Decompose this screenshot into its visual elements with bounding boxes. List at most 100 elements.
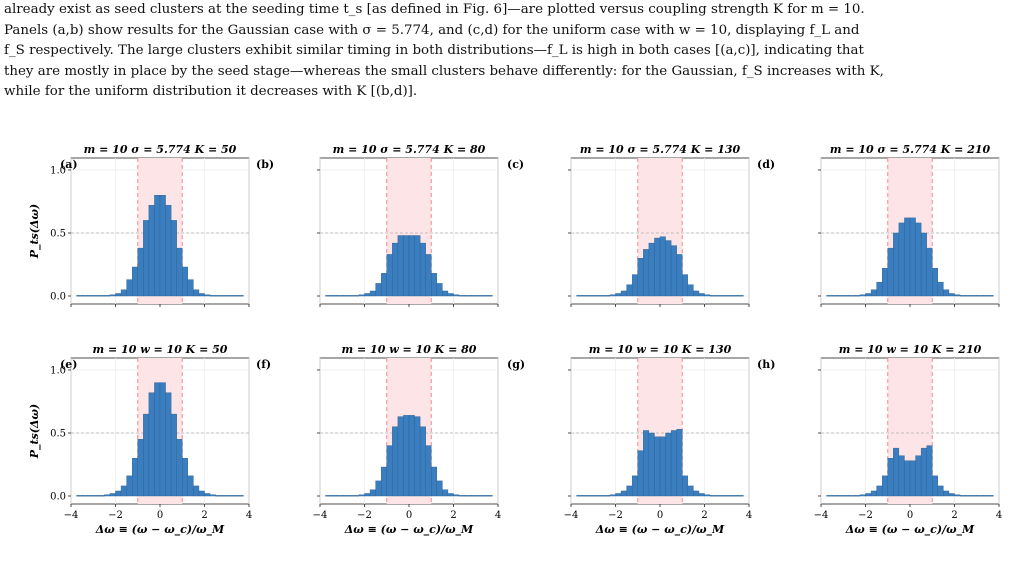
histogram-bar bbox=[148, 205, 155, 297]
histogram-bar bbox=[237, 295, 244, 297]
histogram-bar bbox=[98, 495, 105, 497]
histogram-bar bbox=[643, 249, 650, 297]
histogram-bar bbox=[419, 242, 426, 297]
histogram-bar bbox=[720, 295, 727, 297]
histogram-bar bbox=[970, 295, 977, 297]
histogram-bar bbox=[453, 294, 460, 297]
histogram-bar bbox=[115, 490, 122, 497]
histogram-bar bbox=[959, 295, 966, 297]
histogram-bar bbox=[881, 268, 888, 297]
histogram-bar bbox=[704, 294, 711, 297]
histogram-bar bbox=[637, 450, 644, 497]
histogram-bar bbox=[676, 429, 683, 497]
histogram-bar bbox=[126, 279, 133, 297]
x-tick-label: 0 bbox=[157, 510, 163, 521]
histogram-bar bbox=[648, 432, 655, 497]
histogram-bar bbox=[76, 495, 83, 497]
histogram-bar bbox=[615, 493, 622, 497]
histogram-bar bbox=[347, 495, 354, 497]
histogram-bar bbox=[148, 392, 155, 497]
histogram-bar bbox=[342, 295, 349, 297]
histogram-bar bbox=[87, 295, 94, 297]
histogram-bar bbox=[170, 413, 177, 497]
histogram-bar bbox=[336, 295, 343, 297]
histogram-bar bbox=[187, 279, 194, 297]
histogram-bar bbox=[937, 485, 944, 497]
histogram-bar bbox=[915, 455, 922, 497]
histogram-bar bbox=[926, 247, 933, 297]
histogram-bar bbox=[170, 220, 177, 297]
x-tick-label: −2 bbox=[608, 510, 623, 521]
caption-line: Panels (a,b) show results for the Gaussi… bbox=[4, 22, 860, 38]
histogram-bar bbox=[976, 295, 983, 297]
histogram-bar bbox=[486, 295, 493, 297]
histogram-bar bbox=[347, 295, 354, 297]
histogram-bar bbox=[943, 490, 950, 497]
histogram-bar bbox=[604, 495, 611, 497]
histogram-bar bbox=[959, 495, 966, 497]
panel-letter: (a) bbox=[60, 158, 78, 171]
histogram-bar bbox=[159, 382, 166, 497]
histogram-bar bbox=[726, 495, 733, 497]
x-axis-label: Δω ≡ (ω − ω_c)/ω_M bbox=[845, 523, 975, 537]
histogram-bar bbox=[431, 466, 438, 497]
histogram-bar bbox=[408, 415, 415, 497]
histogram-bar bbox=[737, 495, 744, 497]
histogram-bar bbox=[682, 274, 689, 297]
histogram-bar bbox=[237, 495, 244, 497]
histogram-bar bbox=[920, 447, 927, 497]
histogram-bar bbox=[848, 495, 855, 497]
histogram-bar bbox=[98, 295, 105, 297]
histogram-bar bbox=[115, 293, 122, 297]
histogram-bar bbox=[881, 475, 888, 497]
x-tick-label: 2 bbox=[701, 510, 707, 521]
histogram-bar bbox=[358, 294, 365, 297]
histogram-bar bbox=[182, 458, 189, 497]
histogram-bar bbox=[670, 430, 677, 497]
histogram-bar bbox=[576, 495, 583, 497]
histogram-bar bbox=[232, 495, 239, 497]
histogram-bar bbox=[693, 490, 700, 497]
histogram-bar bbox=[870, 289, 877, 297]
x-tick-label: 4 bbox=[495, 510, 501, 521]
panel-title: m = 10 w = 10 K = 210 bbox=[839, 343, 982, 356]
histogram-bar bbox=[209, 295, 216, 297]
histogram-bar bbox=[120, 289, 127, 297]
histogram-bar bbox=[154, 382, 161, 497]
histogram-bar bbox=[481, 295, 488, 297]
histogram-bar bbox=[204, 294, 211, 297]
histogram-bar bbox=[831, 295, 838, 297]
histogram-bar bbox=[848, 295, 855, 297]
histogram-bar bbox=[598, 495, 605, 497]
histogram-bar bbox=[682, 475, 689, 497]
histogram-bar bbox=[447, 493, 454, 497]
histogram-bar bbox=[982, 295, 989, 297]
histogram-bar bbox=[403, 415, 410, 497]
histogram-bar bbox=[436, 283, 443, 297]
panel-title: m = 10 σ = 5.774 K = 80 bbox=[333, 143, 486, 156]
histogram-bar bbox=[631, 475, 638, 497]
x-tick-label: 2 bbox=[951, 510, 957, 521]
histogram-bar bbox=[854, 295, 861, 297]
histogram-bar bbox=[104, 295, 111, 297]
histogram-bar bbox=[982, 495, 989, 497]
histogram-bar bbox=[854, 495, 861, 497]
histogram-bar bbox=[364, 493, 371, 497]
histogram-bar bbox=[937, 281, 944, 297]
histogram-bar bbox=[709, 495, 716, 497]
histogram-bar bbox=[909, 217, 916, 297]
histogram-bar bbox=[131, 458, 138, 497]
histogram-bar bbox=[865, 493, 872, 497]
histogram-bar bbox=[843, 295, 850, 297]
histogram-bar bbox=[375, 480, 382, 497]
panel-letter: (d) bbox=[757, 158, 775, 171]
histogram-bar bbox=[576, 295, 583, 297]
panel-title: m = 10 σ = 5.774 K = 130 bbox=[580, 143, 741, 156]
histogram-bar bbox=[126, 475, 133, 497]
y-tick-label: 1.0 bbox=[50, 366, 66, 377]
histogram-bar bbox=[469, 295, 476, 297]
histogram-bar bbox=[386, 254, 393, 297]
histogram-bar bbox=[898, 222, 905, 297]
histogram-bar bbox=[726, 295, 733, 297]
histogram-bar bbox=[131, 266, 138, 297]
